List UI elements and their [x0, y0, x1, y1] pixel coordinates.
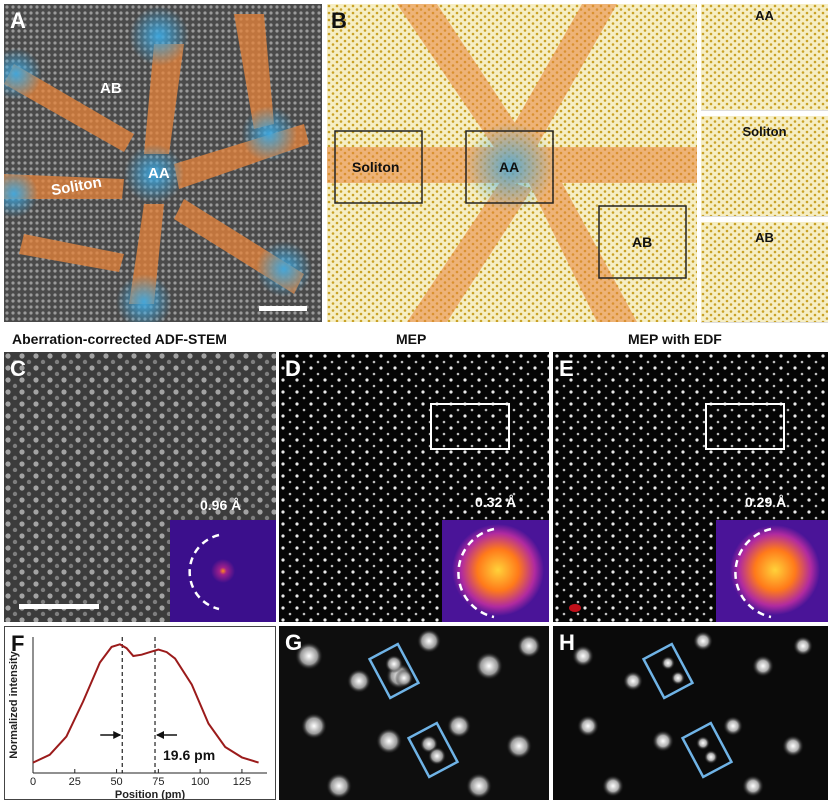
panel-a-stem-image: A AB AA Soliton [4, 4, 322, 322]
panel-a-ab-label: AB [100, 80, 122, 97]
caption-e: MEP with EDF [628, 331, 722, 347]
panel-h-label: H [559, 630, 575, 655]
x-tick-label: 50 [110, 776, 122, 788]
x-axis-label: Position (pm) [115, 789, 186, 800]
panel-c-figure [4, 352, 276, 622]
panel-e-resolution: 0.29 Å [745, 494, 787, 510]
panel-a-label: A [10, 8, 26, 33]
panel-a-aa-label: AA [148, 165, 170, 182]
panel-g-label: G [285, 630, 303, 655]
x-tick-label: 125 [233, 776, 251, 788]
panel-b-label: B [331, 8, 347, 33]
panel-b-side-aa: AA [701, 4, 828, 111]
panel-f-line-profile: 0 25 50 75 100 125 Position (pm) Normalized int… [4, 626, 276, 800]
side-soliton-lattice [701, 116, 828, 216]
side-aa-title: AA [755, 8, 774, 23]
panel-b-side-soliton: Soliton [701, 116, 828, 217]
panel-b-side-ab: AB [701, 222, 828, 323]
y-axis-label: Normalized intensity [8, 650, 20, 758]
panel-c-label: C [10, 356, 26, 381]
intensity-profile-line [32, 643, 259, 764]
panel-b-model: B Soliton AA AB [327, 4, 697, 322]
panel-g-zoom: G [279, 626, 549, 800]
panel-d-mep: D 0.32 Å [279, 352, 549, 622]
panel-b-ab-label: AB [632, 234, 653, 250]
x-tick-label: 75 [152, 776, 164, 788]
panel-a-figure [4, 4, 322, 322]
panel-e-label: E [559, 356, 574, 381]
panel-h-figure [572, 631, 813, 797]
panel-d-figure [279, 352, 549, 622]
x-tick-label: 0 [30, 776, 36, 788]
panel-d-label: D [285, 356, 301, 381]
panel-f-chart: 0 25 50 75 100 125 Position (pm) Normalized int… [8, 637, 267, 800]
side-ab-title: AB [755, 230, 774, 245]
panel-e-mep-edf: E 0.29 Å [553, 352, 828, 622]
panel-d-resolution: 0.32 Å [475, 494, 517, 510]
side-ab-lattice [701, 222, 828, 322]
x-tick-label: 25 [69, 776, 81, 788]
panel-f-label: F [11, 631, 25, 656]
left-arrow-head [113, 731, 122, 739]
panel-c-resolution: 0.96 Å [200, 497, 242, 513]
x-tick-label: 100 [191, 776, 209, 788]
panel-a-scale-bar [259, 306, 307, 311]
panel-b-aa-label: AA [499, 159, 520, 175]
caption-c: Aberration-corrected ADF-STEM [12, 331, 227, 347]
panel-e-figure [553, 352, 828, 622]
panel-b-figure [327, 4, 697, 322]
right-arrow-head [156, 731, 165, 739]
side-soliton-title: Soliton [742, 124, 787, 139]
panel-h-zoom: H [553, 626, 828, 800]
separation-annotation: 19.6 pm [163, 747, 215, 763]
caption-d: MEP [396, 331, 427, 347]
panel-c-scale-bar [19, 604, 99, 609]
panel-c-adf-stem: C 0.96 Å [4, 352, 276, 622]
panel-b-soliton-label: Soliton [352, 159, 400, 175]
panel-g-figure [295, 629, 541, 799]
side-aa-lattice [701, 4, 828, 110]
